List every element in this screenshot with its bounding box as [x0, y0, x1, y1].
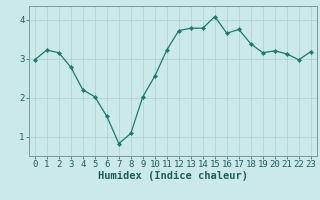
X-axis label: Humidex (Indice chaleur): Humidex (Indice chaleur)	[98, 171, 248, 181]
